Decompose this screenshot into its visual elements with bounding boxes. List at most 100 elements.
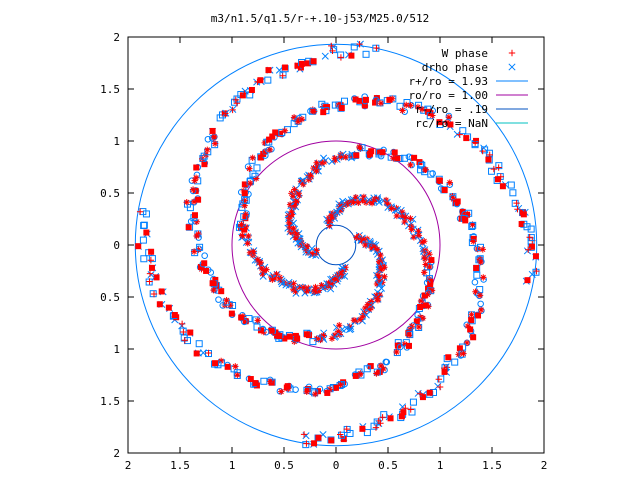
w-phase-point: [156, 301, 163, 308]
w-phase-point: [454, 198, 461, 205]
legend-label: r+/ro = 1.93: [409, 75, 488, 88]
w-phase-point: [379, 149, 386, 156]
w-phase-point: [508, 49, 516, 57]
w-phase-point: [436, 119, 443, 126]
w-phase-point: [318, 282, 325, 289]
w-phase-point: [293, 198, 300, 205]
circle-ro: [231, 140, 441, 350]
w-phase-point: [332, 157, 339, 164]
w-phase-point: [364, 301, 371, 308]
w-phase-point: [366, 306, 373, 313]
x-tick-label: 1: [229, 459, 236, 472]
w-phase-point: [281, 127, 289, 134]
drho-phase-point: [338, 264, 346, 272]
w-phase-point: [337, 207, 345, 214]
w-phase-point: [513, 199, 520, 207]
w-phase-point: [368, 199, 376, 207]
w-phase-point: [277, 130, 284, 137]
w-phase-point: [473, 137, 480, 144]
w-phase-point: [380, 365, 387, 373]
w-phase-point: [373, 280, 381, 288]
w-phase-point: [390, 155, 397, 162]
w-phase-point: [292, 229, 300, 236]
legend-label: rc/ro = NaN: [415, 117, 488, 130]
w-phase-point: [135, 243, 142, 250]
y-tick-label: 1.5: [100, 83, 120, 96]
w-phase-point: [245, 232, 252, 240]
w-phase-point: [328, 437, 335, 444]
w-phase-point: [313, 335, 320, 342]
w-phase-point: [183, 199, 190, 206]
w-phase-point: [313, 167, 320, 175]
w-phase-point: [429, 112, 436, 119]
drho-phase-point: [142, 210, 150, 218]
w-phase-point: [217, 357, 225, 365]
w-phase-point: [338, 205, 345, 212]
x-tick-label: 1: [437, 459, 444, 472]
w-phase-point: [292, 234, 299, 241]
drho-phase-point: [471, 278, 479, 286]
w-phase-point: [476, 292, 484, 299]
drho-phase-point: [477, 243, 485, 251]
w-phase-point: [290, 280, 297, 287]
w-phase-point: [329, 275, 336, 283]
w-phase-point: [413, 318, 420, 325]
w-phase-point: [254, 317, 261, 324]
w-phase-point: [241, 202, 248, 209]
w-phase-point: [325, 279, 332, 287]
w-phase-point: [180, 328, 187, 336]
w-phase-point: [291, 202, 299, 209]
w-phase-point: [242, 215, 249, 222]
w-phase-point: [456, 131, 463, 138]
w-phase-point: [248, 86, 255, 93]
w-phase-point: [343, 425, 350, 433]
w-phase-point: [479, 246, 486, 253]
w-phase-point: [252, 380, 259, 387]
w-phase-point: [328, 42, 335, 50]
w-phase-point: [388, 205, 395, 212]
w-phase-point: [460, 350, 467, 357]
w-phase-point: [204, 146, 211, 153]
y-tick-label: 0: [113, 239, 120, 252]
w-phase-point: [391, 149, 398, 156]
w-phase-point: [470, 334, 477, 341]
w-phase-point: [520, 211, 527, 218]
w-phase-point: [260, 267, 268, 274]
drho-phase-point: [215, 296, 222, 303]
drho-phase-point: [523, 223, 531, 231]
w-phase-point: [408, 226, 415, 233]
w-phase-point: [263, 266, 270, 273]
w-phase-point: [335, 328, 342, 335]
w-phase-point: [297, 178, 305, 185]
drho-phase-point: [363, 365, 371, 373]
w-phase-point: [417, 304, 424, 311]
w-phase-point: [378, 265, 385, 273]
w-phase-point: [456, 345, 463, 352]
w-phase-point: [324, 389, 331, 396]
drho-phase-point: [253, 164, 261, 172]
drho-phase-point: [508, 63, 516, 71]
w-phase-point: [228, 310, 235, 317]
w-phase-point: [419, 394, 426, 401]
w-phase-point: [468, 317, 475, 324]
w-phase-point: [315, 434, 322, 441]
w-phase-point: [328, 212, 335, 219]
w-phase-point: [294, 335, 301, 342]
drho-phase-point: [147, 271, 155, 279]
x-tick-label: 0: [333, 459, 340, 472]
w-phase-point: [313, 159, 320, 166]
drho-phase-point: [398, 403, 407, 411]
w-phase-point: [533, 267, 540, 275]
w-phase-point: [360, 193, 368, 201]
drho-phase-point: [375, 198, 383, 206]
w-phase-point: [362, 96, 369, 103]
drho-phase-point: [321, 52, 329, 60]
w-phase-point: [424, 291, 431, 298]
w-phase-point: [417, 297, 425, 305]
w-phase-point: [339, 268, 347, 275]
drho-phase-point: [382, 358, 390, 366]
y-tick-label: 1: [113, 135, 120, 148]
w-phase-point: [320, 332, 327, 339]
w-phase-point: [359, 313, 366, 321]
w-phase-point: [398, 413, 405, 420]
